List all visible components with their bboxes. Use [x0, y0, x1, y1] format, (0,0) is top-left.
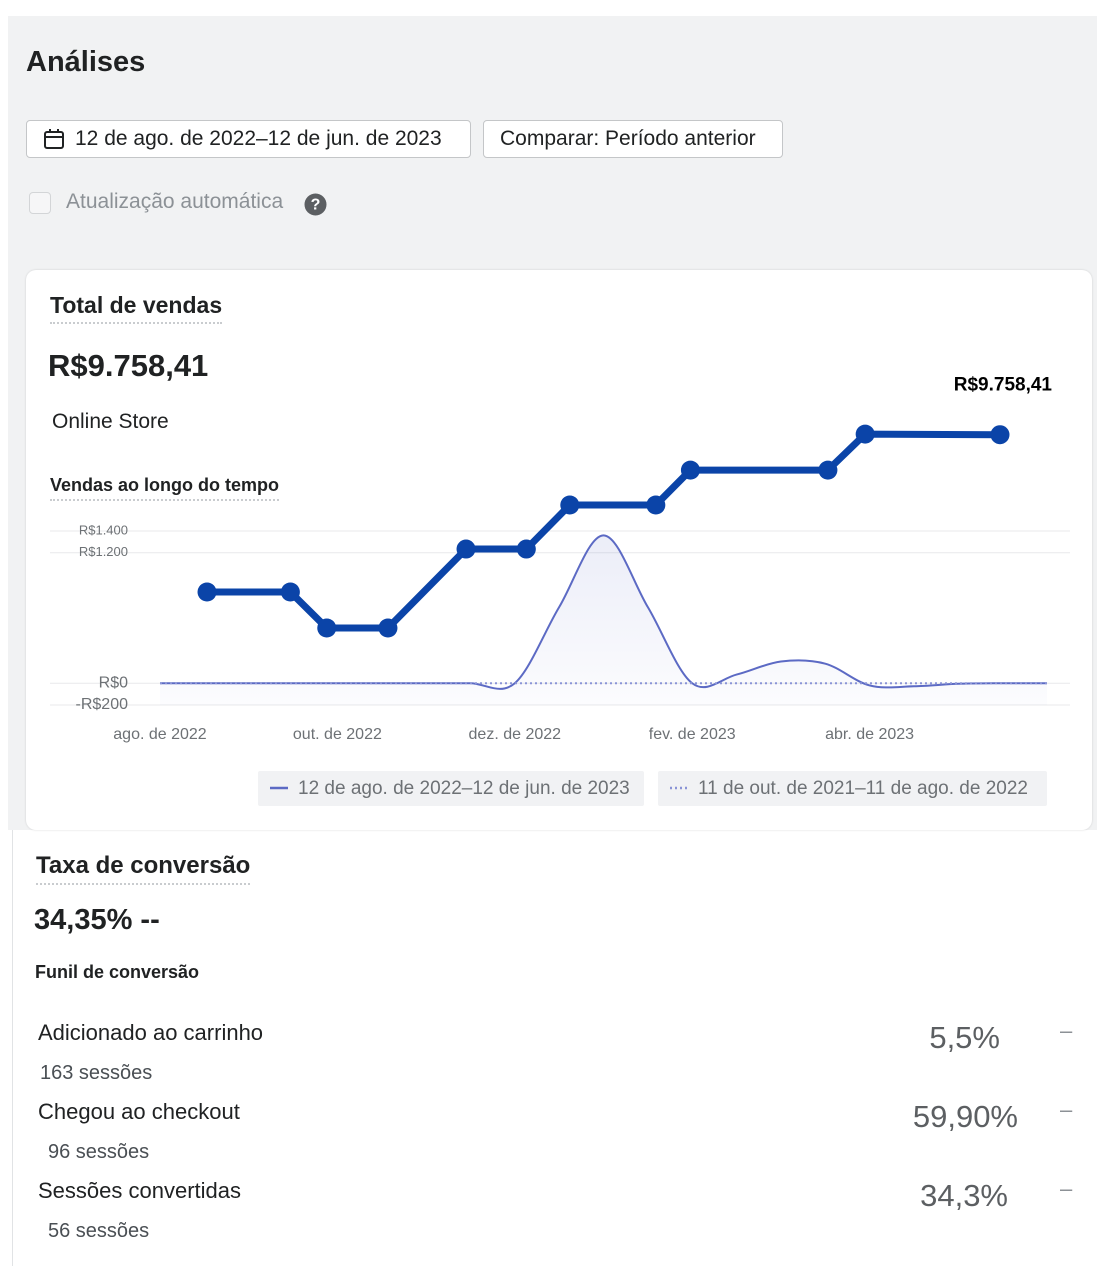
- chart: R$1.400 R$1.200 R$0 -R$200 ago. de 2022 out. …: [50, 375, 1070, 806]
- point: [560, 495, 580, 515]
- x-tick-label: abr. de 2023: [825, 726, 914, 743]
- calendar-icon: [44, 129, 64, 149]
- series-area: [160, 535, 1047, 705]
- x-tick-label: out. de 2022: [293, 726, 382, 743]
- x-tick-label: fev. de 2023: [649, 726, 736, 743]
- step-sessions: 96 sessões: [48, 1141, 150, 1163]
- step-sessions: 163 sessões: [40, 1062, 153, 1084]
- sales-card: [26, 270, 1092, 830]
- funnel-title: Funil de conversão: [35, 962, 200, 982]
- point: [516, 539, 536, 559]
- point: [646, 495, 666, 515]
- y-tick-label: R$1.400: [79, 522, 128, 537]
- channel: Online Store: [52, 410, 169, 433]
- conversion-title: Taxa de conversão: [36, 852, 251, 885]
- x-tick-label: ago. de 2022: [113, 726, 207, 743]
- point: [317, 618, 337, 638]
- series-line: [159, 534, 1048, 690]
- point: [456, 539, 476, 559]
- x-tick-label: dez. de 2022: [469, 726, 562, 743]
- step-change: –: [1060, 1018, 1073, 1043]
- sales-total: R$9.758,41: [48, 348, 209, 383]
- compare-label: Comparar: Período anterior: [500, 127, 756, 150]
- y-tick-label: R$1.200: [79, 544, 128, 559]
- step-label: Adicionado ao carrinho: [38, 1020, 264, 1045]
- conversion-rate: 34,35% --: [34, 904, 160, 936]
- card-title: Total de vendas: [50, 292, 223, 324]
- divider: [12, 830, 13, 1266]
- legend-item: [258, 771, 644, 806]
- point: [280, 582, 300, 602]
- date-range: 12 de ago. de 2022–12 de jun. de 2023: [75, 127, 442, 150]
- y-tick-label: R$0: [99, 674, 128, 691]
- compare-button[interactable]: Comparar: Período anterior: [483, 120, 783, 158]
- value-label: R$9.758,41: [954, 375, 1053, 396]
- point: [680, 460, 700, 480]
- chart-title: Vendas ao longo do tempo: [50, 475, 280, 501]
- step-change: –: [1060, 1176, 1073, 1201]
- y-tick-label: -R$200: [76, 696, 129, 713]
- point: [855, 424, 875, 444]
- point: [197, 582, 217, 602]
- point: [818, 460, 838, 480]
- step-label: Chegou ao checkout: [38, 1099, 240, 1124]
- date-range-button[interactable]: 12 de ago. de 2022–12 de jun. de 2023: [26, 120, 471, 158]
- svg-text:?: ?: [311, 197, 321, 214]
- page-title: Análises: [26, 46, 146, 78]
- point: [990, 425, 1010, 445]
- step-rate: 5,5%: [929, 1020, 1000, 1055]
- help-icon[interactable]: ?: [304, 193, 327, 216]
- step-label: Sessões convertidas: [38, 1178, 241, 1203]
- step-sessions: 56 sessões: [48, 1220, 150, 1242]
- legend-label: 11 de out. de 2021–11 de ago. de 2022: [698, 778, 1028, 799]
- step-change: –: [1060, 1097, 1073, 1122]
- step-rate: 59,90%: [912, 1099, 1018, 1134]
- legend-label: 12 de ago. de 2022–12 de jun. de 2023: [298, 778, 630, 799]
- point: [378, 618, 398, 638]
- step-rate: 34,3%: [920, 1178, 1008, 1213]
- legend-item: [658, 771, 1047, 806]
- auto-update-checkbox[interactable]: [29, 192, 51, 214]
- auto-update-label: Atualização automática: [66, 190, 284, 213]
